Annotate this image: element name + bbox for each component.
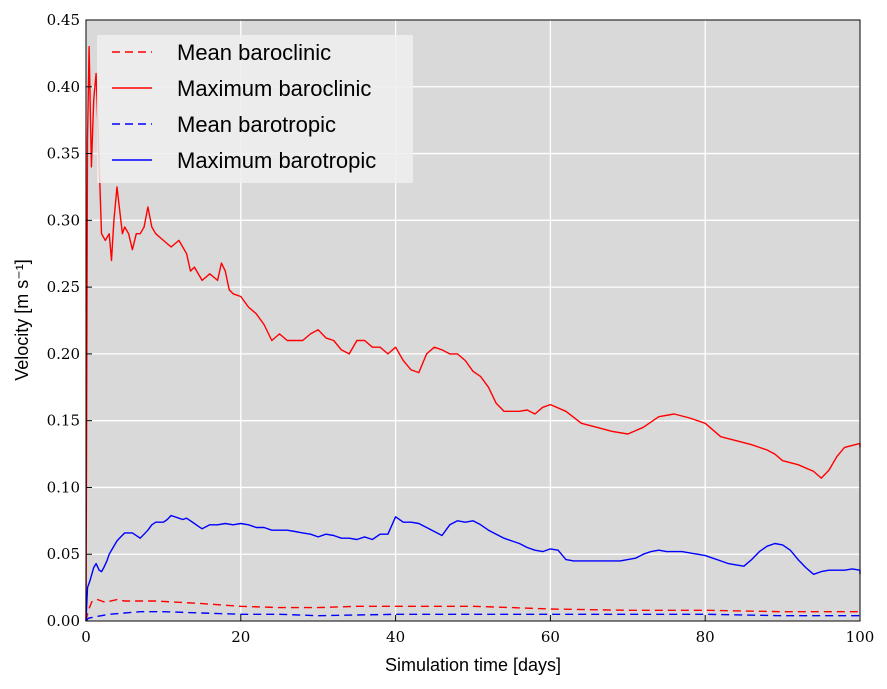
legend: Mean baroclinic Maximum baroclinic Mean ba…	[97, 35, 413, 183]
series-line-mean-barotropic	[85, 611, 860, 622]
y-tick-label: 0.20	[47, 345, 80, 363]
x-tick-label: 100	[846, 628, 875, 646]
x-tick-label: 60	[541, 628, 560, 646]
legend-label-mean-baroclinic: Mean baroclinic	[177, 40, 331, 65]
legend-label-mean-barotropic: Mean barotropic	[177, 112, 336, 137]
y-tick-label: 0.25	[47, 278, 80, 296]
series-line-mean-baroclinic	[85, 598, 860, 622]
x-tick-label: 80	[696, 628, 715, 646]
legend-label-maximum-barotropic: Maximum barotropic	[177, 148, 376, 173]
series-layer	[85, 46, 861, 622]
plot-frame	[85, 19, 861, 622]
y-tick-label: 0.05	[47, 545, 80, 563]
x-tick-label: 0	[81, 628, 91, 646]
legend-box	[97, 35, 413, 183]
y-axis-ticks: 0.00 0.05 0.10 0.15 0.20 0.25 0.30 0.35 0.40 0.45	[47, 11, 92, 630]
y-tick-label: 0.10	[47, 478, 80, 496]
y-tick-label: 0.15	[47, 412, 80, 430]
y-tick-label: 0.40	[47, 78, 80, 96]
x-tick-label: 40	[386, 628, 405, 646]
x-axis-label: Simulation time [days]	[385, 655, 561, 675]
y-tick-label: 0.30	[47, 211, 80, 229]
x-tick-label: 20	[231, 628, 250, 646]
y-tick-label: 0.00	[47, 612, 80, 630]
series-line-maximum-baroclinic	[85, 46, 861, 622]
series-line-maximum-barotropic	[85, 514, 861, 622]
legend-label-maximum-baroclinic: Maximum baroclinic	[177, 76, 371, 101]
y-axis-label: Velocity [m s⁻¹]	[12, 259, 32, 381]
y-tick-label: 0.45	[47, 11, 80, 29]
y-tick-label: 0.35	[47, 145, 80, 163]
x-axis-ticks: 0 20 40 60 80 100	[81, 615, 874, 646]
